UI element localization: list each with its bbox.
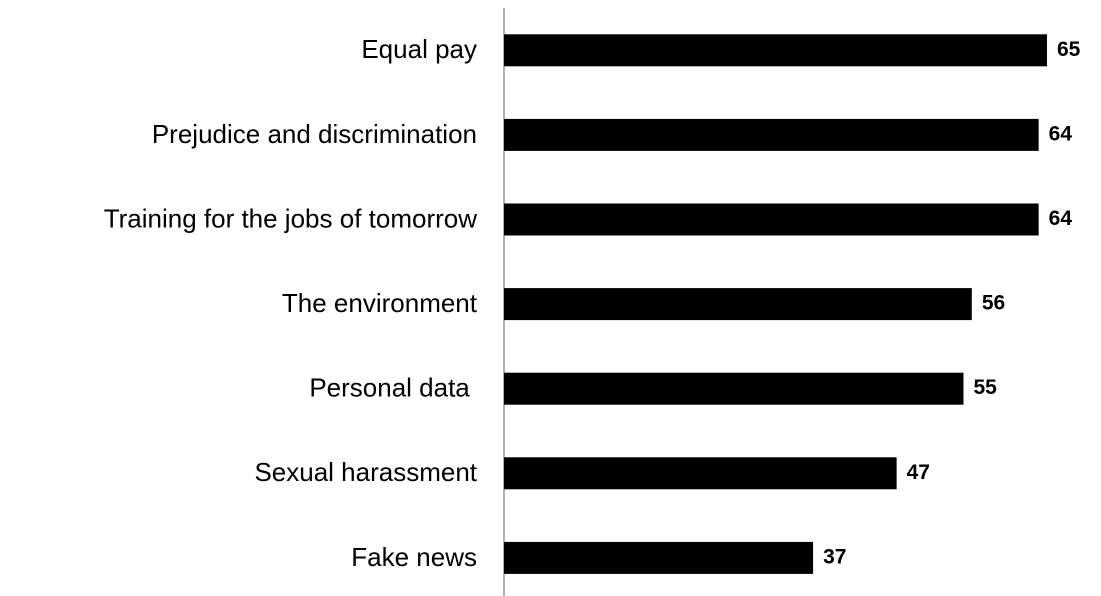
category-label: The environment [282,288,478,318]
category-label: Personal data [309,373,477,403]
category-label: Training for the jobs of tomorrow [104,203,478,233]
value-label: 37 [823,545,846,568]
bar [504,457,897,490]
bar [504,372,964,405]
bar [504,118,1039,151]
value-label: 55 [973,376,997,399]
category-label: Sexual harassment [254,457,477,487]
bar [504,288,972,321]
bar [504,203,1039,236]
bar [504,541,814,574]
value-label: 47 [907,461,930,484]
value-label: 56 [982,292,1005,315]
category-label: Fake news [351,542,477,572]
category-label: Equal pay [361,34,477,64]
value-label: 64 [1049,207,1073,230]
category-label: Prejudice and discrimination [152,119,477,149]
value-label: 64 [1049,122,1073,145]
value-label: 65 [1057,38,1081,61]
bar [504,34,1047,67]
